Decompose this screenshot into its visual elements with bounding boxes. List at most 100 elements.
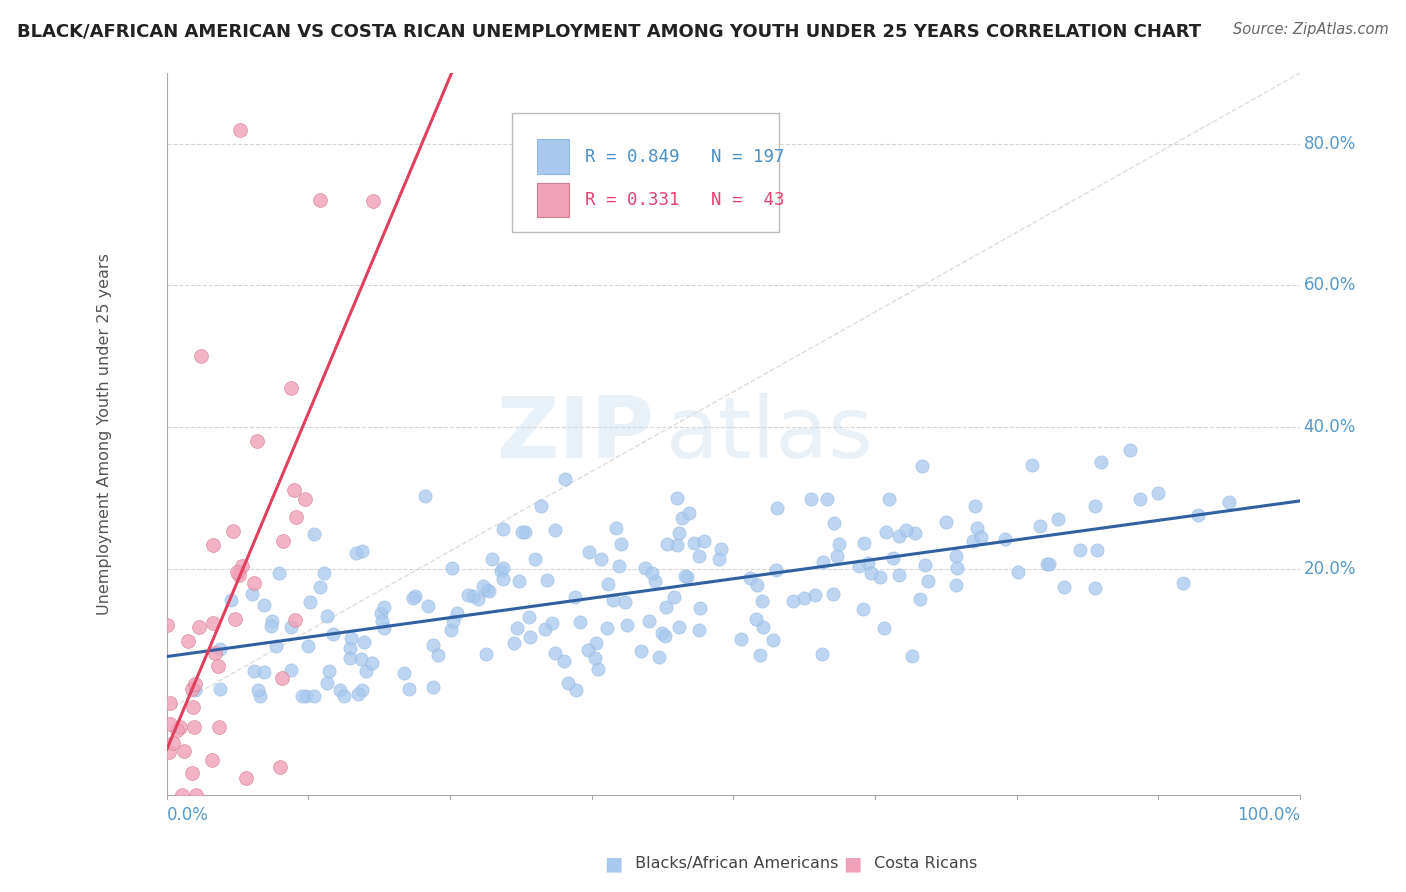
Point — [1171, 576, 1194, 591]
Point — [363, 194, 385, 209]
Point — [911, 458, 934, 473]
Point — [280, 620, 302, 634]
Point — [596, 621, 619, 635]
Point — [221, 592, 243, 607]
Point — [262, 615, 284, 629]
Point — [475, 647, 498, 661]
Point — [859, 566, 882, 580]
Point — [616, 618, 638, 632]
Point — [159, 696, 181, 710]
Point — [173, 743, 195, 757]
Point — [825, 549, 848, 563]
Point — [202, 538, 225, 552]
Point — [392, 666, 415, 681]
Point — [914, 558, 936, 573]
Point — [181, 700, 204, 714]
Point — [994, 532, 1017, 546]
Point — [284, 613, 307, 627]
Point — [557, 676, 579, 690]
Point — [370, 606, 392, 620]
Point — [534, 622, 557, 636]
Text: R = 0.331   N =  43: R = 0.331 N = 43 — [585, 191, 785, 209]
Point — [240, 587, 263, 601]
Point — [183, 720, 205, 734]
Point — [804, 588, 827, 602]
Point — [648, 649, 671, 664]
Text: 20.0%: 20.0% — [1303, 560, 1355, 578]
Point — [441, 561, 464, 575]
Point — [610, 537, 633, 551]
Point — [271, 533, 294, 548]
Point — [422, 638, 444, 652]
Point — [315, 675, 337, 690]
Point — [963, 500, 986, 514]
Point — [247, 682, 270, 697]
Point — [748, 648, 770, 662]
Point — [441, 615, 464, 629]
Point — [641, 566, 664, 581]
Point — [565, 683, 588, 698]
Point — [634, 561, 657, 575]
Point — [508, 574, 530, 588]
Text: Source: ZipAtlas.com: Source: ZipAtlas.com — [1233, 22, 1389, 37]
Point — [1028, 519, 1050, 533]
Point — [1129, 491, 1152, 506]
Point — [356, 665, 378, 679]
Point — [477, 583, 499, 598]
Point — [506, 621, 529, 635]
Text: ■: ■ — [605, 854, 623, 873]
Text: 40.0%: 40.0% — [1303, 418, 1355, 436]
Point — [1218, 495, 1240, 509]
Point — [945, 578, 967, 592]
Text: Blacks/African Americans: Blacks/African Americans — [630, 856, 838, 871]
Point — [226, 565, 249, 579]
Point — [530, 499, 553, 513]
Point — [644, 574, 666, 588]
Point — [945, 549, 967, 564]
Point — [224, 612, 246, 626]
Point — [322, 626, 344, 640]
Text: 60.0%: 60.0% — [1303, 277, 1355, 294]
Point — [159, 716, 181, 731]
Point — [576, 643, 599, 657]
Point — [489, 564, 512, 578]
Point — [887, 529, 910, 543]
Point — [553, 654, 575, 668]
Point — [502, 636, 524, 650]
Point — [519, 610, 541, 624]
Point — [208, 720, 231, 734]
Point — [869, 570, 891, 584]
Text: Costa Ricans: Costa Ricans — [869, 856, 977, 871]
Point — [689, 600, 711, 615]
Point — [665, 491, 688, 505]
Point — [208, 641, 231, 656]
Point — [668, 620, 690, 634]
Point — [900, 649, 922, 664]
Point — [1187, 508, 1209, 522]
Point — [655, 537, 678, 551]
Point — [793, 591, 815, 605]
Point — [271, 671, 294, 685]
Point — [676, 569, 699, 583]
Point — [333, 690, 356, 704]
Point — [811, 647, 834, 661]
Point — [1021, 458, 1043, 473]
Point — [544, 523, 567, 537]
Point — [269, 760, 291, 774]
Point — [591, 551, 613, 566]
Point — [415, 489, 437, 503]
Point — [683, 535, 706, 549]
Point — [904, 526, 927, 541]
Point — [177, 634, 200, 648]
Point — [416, 599, 439, 614]
Point — [811, 555, 834, 569]
Point — [1090, 455, 1112, 469]
Point — [344, 546, 367, 560]
Point — [492, 572, 515, 586]
Point — [259, 619, 281, 633]
Point — [350, 544, 373, 558]
Point — [554, 472, 576, 486]
Point — [519, 631, 541, 645]
Point — [184, 789, 207, 803]
Point — [280, 381, 302, 395]
